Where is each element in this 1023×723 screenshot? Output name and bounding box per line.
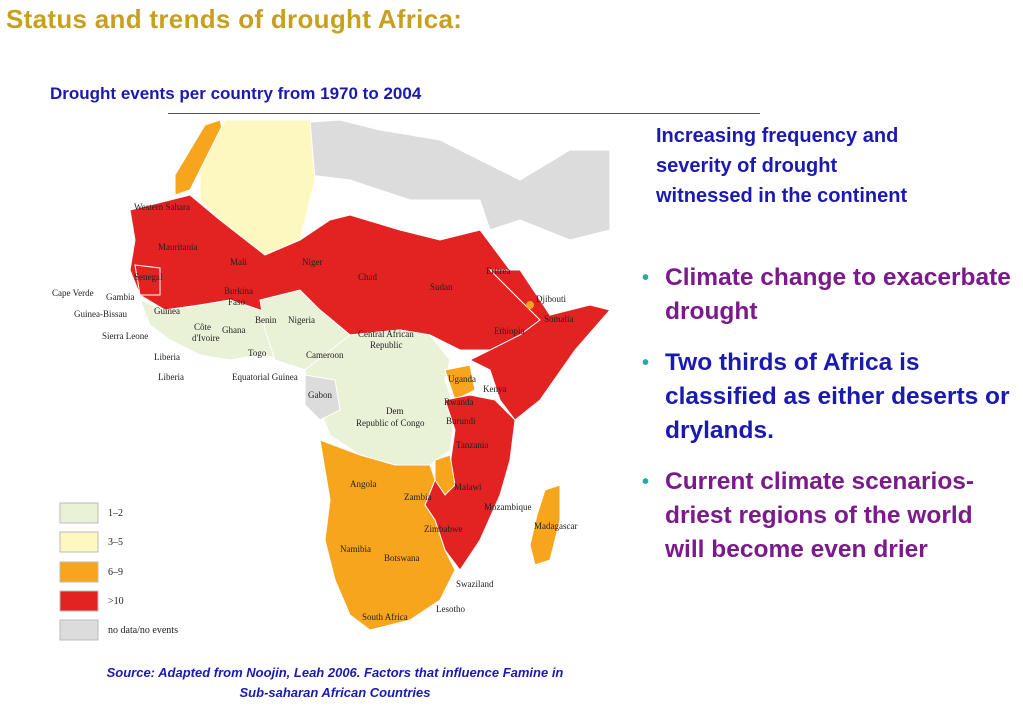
- legend-swatch-2: [59, 531, 99, 553]
- label-djibouti: Djibouti: [536, 294, 567, 304]
- label-mozambique: Mozambique: [484, 502, 532, 512]
- label-botswana: Botswana: [384, 553, 420, 563]
- label-senegal: Senegal: [134, 272, 163, 282]
- region-horn-red: [468, 269, 611, 421]
- legend-swatch-4: [59, 590, 99, 612]
- label-burkina-2: Faso: [228, 297, 246, 307]
- label-chad: Chad: [358, 272, 377, 282]
- label-guinea-bissau: Guinea-Bissau: [74, 309, 127, 319]
- legend-label-4: >10: [108, 596, 124, 607]
- slide-title: Status and trends of drought Africa:: [6, 4, 463, 34]
- label-car-1: Central African: [358, 329, 414, 339]
- label-western-sahara: Western Sahara: [134, 202, 190, 212]
- region-madagascar: [529, 484, 561, 566]
- source-line-1: Source: Adapted from Noojin, Leah 2006. …: [106, 665, 564, 680]
- label-ghana: Ghana: [222, 325, 246, 335]
- legend-swatch-5: [59, 619, 99, 641]
- label-benin: Benin: [255, 315, 277, 325]
- bullet-item: • Two thirds of Africa is classified as e…: [640, 346, 1015, 448]
- legend-swatch-1: [59, 502, 99, 524]
- africa-drought-map: Western Sahara Mauritania Mali Niger Cha…: [50, 120, 620, 650]
- label-gambia: Gambia: [106, 292, 135, 302]
- label-drc-2: Republic of Congo: [356, 418, 425, 428]
- bullet-item: • Current climate scenarios- driest regio…: [640, 465, 1015, 567]
- label-cote-1: Côte: [194, 322, 211, 332]
- label-mali: Mali: [230, 257, 247, 267]
- bullet-dot-icon: •: [642, 471, 650, 493]
- label-togo: Togo: [248, 348, 267, 358]
- label-rwanda: Rwanda: [444, 397, 474, 407]
- label-gabon: Gabon: [308, 390, 332, 400]
- bullet-text: Current climate scenarios- driest region…: [665, 468, 975, 563]
- label-kenya: Kenya: [483, 384, 507, 394]
- map-subtitle: Drought events per country from 1970 to …: [50, 84, 422, 103]
- map-legend: 1–2 3–5 6–9 >10 no data/no events: [59, 502, 178, 641]
- label-guinea: Guinea: [154, 306, 180, 316]
- bullet-text: Climate change to exacerbate drought: [665, 264, 1011, 325]
- region-senegal: [134, 264, 161, 296]
- label-uganda: Uganda: [448, 374, 476, 384]
- label-nigeria: Nigeria: [288, 315, 315, 325]
- label-south-africa: South Africa: [362, 612, 408, 622]
- label-sierra-leone: Sierra Leone: [102, 331, 148, 341]
- label-malawi: Malawi: [454, 482, 482, 492]
- bullet-item: • Climate change to exacerbate drought: [640, 261, 1015, 329]
- label-cote-2: d'Ivoire: [192, 333, 220, 343]
- label-zambia: Zambia: [404, 492, 432, 502]
- label-liberia-2: Liberia: [158, 372, 184, 382]
- label-mauritania: Mauritania: [158, 242, 198, 252]
- label-equatorial-guinea: Equatorial Guinea: [232, 372, 298, 382]
- legend-label-2: 3–5: [108, 537, 123, 548]
- region-djibouti: [526, 301, 534, 309]
- label-zimbabwe: Zimbabwe: [424, 524, 463, 534]
- label-niger: Niger: [302, 257, 323, 267]
- bullet-list: • Climate change to exacerbate drought • T…: [640, 261, 1015, 584]
- label-lesotho: Lesotho: [436, 604, 465, 614]
- label-cameroon: Cameroon: [306, 350, 344, 360]
- label-car-2: Republic: [370, 340, 403, 350]
- bullet-text: Two thirds of Africa is classified as ei…: [665, 349, 1010, 444]
- label-swaziland: Swaziland: [456, 579, 494, 589]
- label-sudan: Sudan: [430, 282, 453, 292]
- side-heading: Increasing frequency and severity of dro…: [656, 125, 908, 207]
- label-madagascar: Madagascar: [534, 521, 577, 531]
- label-burkina-1: Burkina: [224, 286, 253, 296]
- label-liberia-1: Liberia: [154, 352, 180, 362]
- bullet-dot-icon: •: [642, 267, 650, 289]
- label-angola: Angola: [350, 479, 377, 489]
- label-burundi: Burundi: [446, 416, 476, 426]
- label-drc-1: Dem: [386, 406, 404, 416]
- region-south-orange: [319, 439, 456, 631]
- label-tanzania: Tanzania: [456, 440, 488, 450]
- label-eritrea: Eritrea: [486, 266, 510, 276]
- legend-label-3: 6–9: [108, 567, 123, 578]
- label-namibia: Namibia: [340, 544, 371, 554]
- region-uganda: [444, 364, 476, 401]
- region-gabon: [304, 374, 341, 421]
- bullet-dot-icon: •: [642, 352, 650, 374]
- label-cape-verde: Cape Verde: [52, 288, 94, 298]
- legend-label-1: 1–2: [108, 508, 123, 519]
- label-ethiopia: Ethiopia: [494, 326, 525, 336]
- legend-swatch-3: [59, 561, 99, 583]
- source-line-2: Sub-saharan African Countries: [239, 685, 431, 700]
- label-somalia: Somalia: [544, 314, 574, 324]
- source-citation: Source: Adapted from Noojin, Leah 2006. …: [40, 663, 630, 703]
- divider-line: [168, 113, 760, 114]
- region-malawi: [434, 454, 456, 496]
- legend-label-5: no data/no events: [108, 625, 178, 636]
